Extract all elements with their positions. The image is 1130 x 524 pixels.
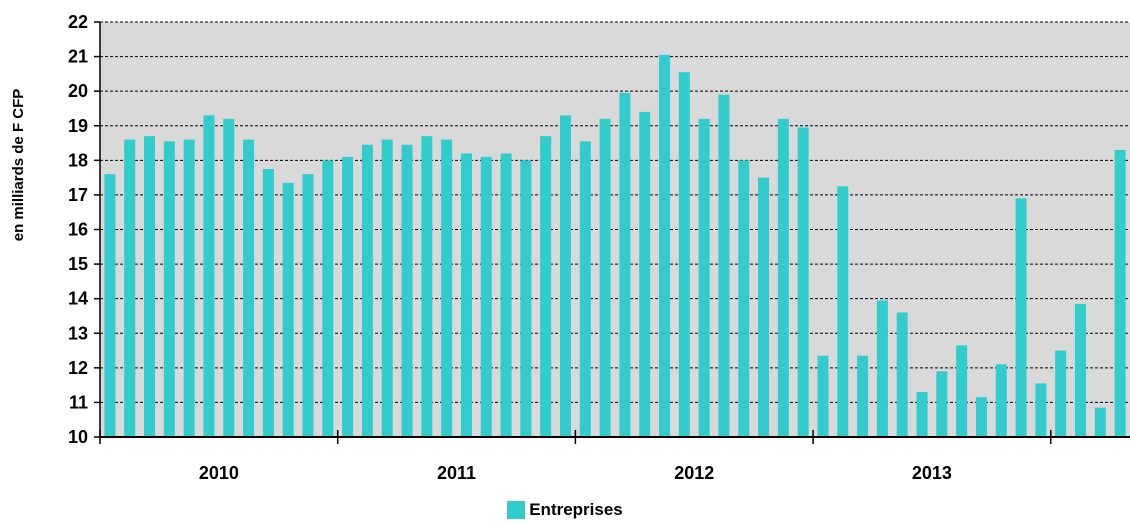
bar [896, 312, 908, 437]
x-tick-label: 2010 [199, 463, 239, 483]
bar [758, 177, 770, 437]
y-tick-label: 17 [68, 185, 88, 205]
bar [559, 115, 571, 437]
legend: Entreprises [0, 500, 1130, 520]
bar [797, 127, 809, 438]
bar [777, 118, 789, 437]
y-axis-title: en milliards de F CFP [10, 89, 27, 242]
y-tick-label: 11 [69, 392, 88, 412]
y-tick-label: 18 [68, 150, 88, 170]
bar [104, 174, 116, 437]
x-tick-label: 2012 [674, 463, 714, 483]
y-tick-label: 10 [68, 427, 88, 447]
bar [243, 139, 255, 438]
bar [659, 54, 671, 438]
y-tick-label: 19 [68, 116, 88, 136]
x-tick-label: 2013 [912, 463, 952, 483]
bar [876, 300, 888, 437]
bar [738, 160, 750, 438]
bars [104, 54, 1126, 438]
y-tick-label: 20 [68, 81, 88, 101]
bar [520, 160, 532, 438]
y-axis-ticks: 10 11 12 13 14 15 16 17 18 19 20 21 22 [68, 12, 100, 447]
bar [262, 168, 274, 437]
bar [500, 153, 512, 437]
bar [1055, 350, 1067, 437]
bar [183, 139, 195, 438]
bar [817, 355, 829, 437]
bar [144, 136, 156, 437]
bar [480, 156, 492, 437]
bar [698, 118, 710, 437]
bar [857, 355, 869, 437]
y-tick-label: 16 [68, 220, 88, 240]
y-tick-label: 15 [68, 254, 88, 274]
bar [441, 139, 453, 438]
bar [678, 72, 690, 437]
bar [282, 182, 294, 437]
bar [342, 156, 354, 437]
bar [916, 392, 928, 437]
bar [619, 92, 631, 437]
y-tick-label: 21 [68, 47, 88, 67]
legend-label: Entreprises [529, 500, 623, 519]
bar [837, 186, 849, 437]
bar [163, 141, 175, 437]
y-tick-label: 22 [68, 12, 88, 32]
bar [995, 364, 1007, 437]
bar [460, 153, 472, 437]
bar [322, 160, 334, 438]
bar [203, 115, 215, 437]
bar [540, 136, 552, 437]
bar [1074, 303, 1086, 437]
y-tick-label: 14 [68, 289, 88, 309]
bar [1035, 383, 1047, 437]
legend-swatch [507, 501, 526, 519]
bar [381, 139, 393, 438]
bar [361, 144, 373, 438]
bar [579, 141, 591, 437]
bar [975, 397, 987, 437]
bar [302, 174, 314, 437]
bar [421, 136, 433, 437]
bar [599, 118, 611, 437]
bar [956, 345, 968, 437]
bar [223, 118, 235, 437]
bar [936, 371, 948, 437]
x-axis: 2010 2011 2012 2013 [99, 430, 1130, 483]
y-tick-label: 13 [68, 323, 88, 343]
bar [124, 139, 136, 438]
x-tick-label: 2011 [437, 463, 476, 483]
bar [639, 111, 651, 438]
bar [1114, 149, 1126, 438]
bar [1094, 407, 1106, 437]
bar [401, 144, 413, 438]
bar [1015, 198, 1027, 437]
bar [718, 94, 730, 437]
y-tick-label: 12 [68, 358, 88, 378]
